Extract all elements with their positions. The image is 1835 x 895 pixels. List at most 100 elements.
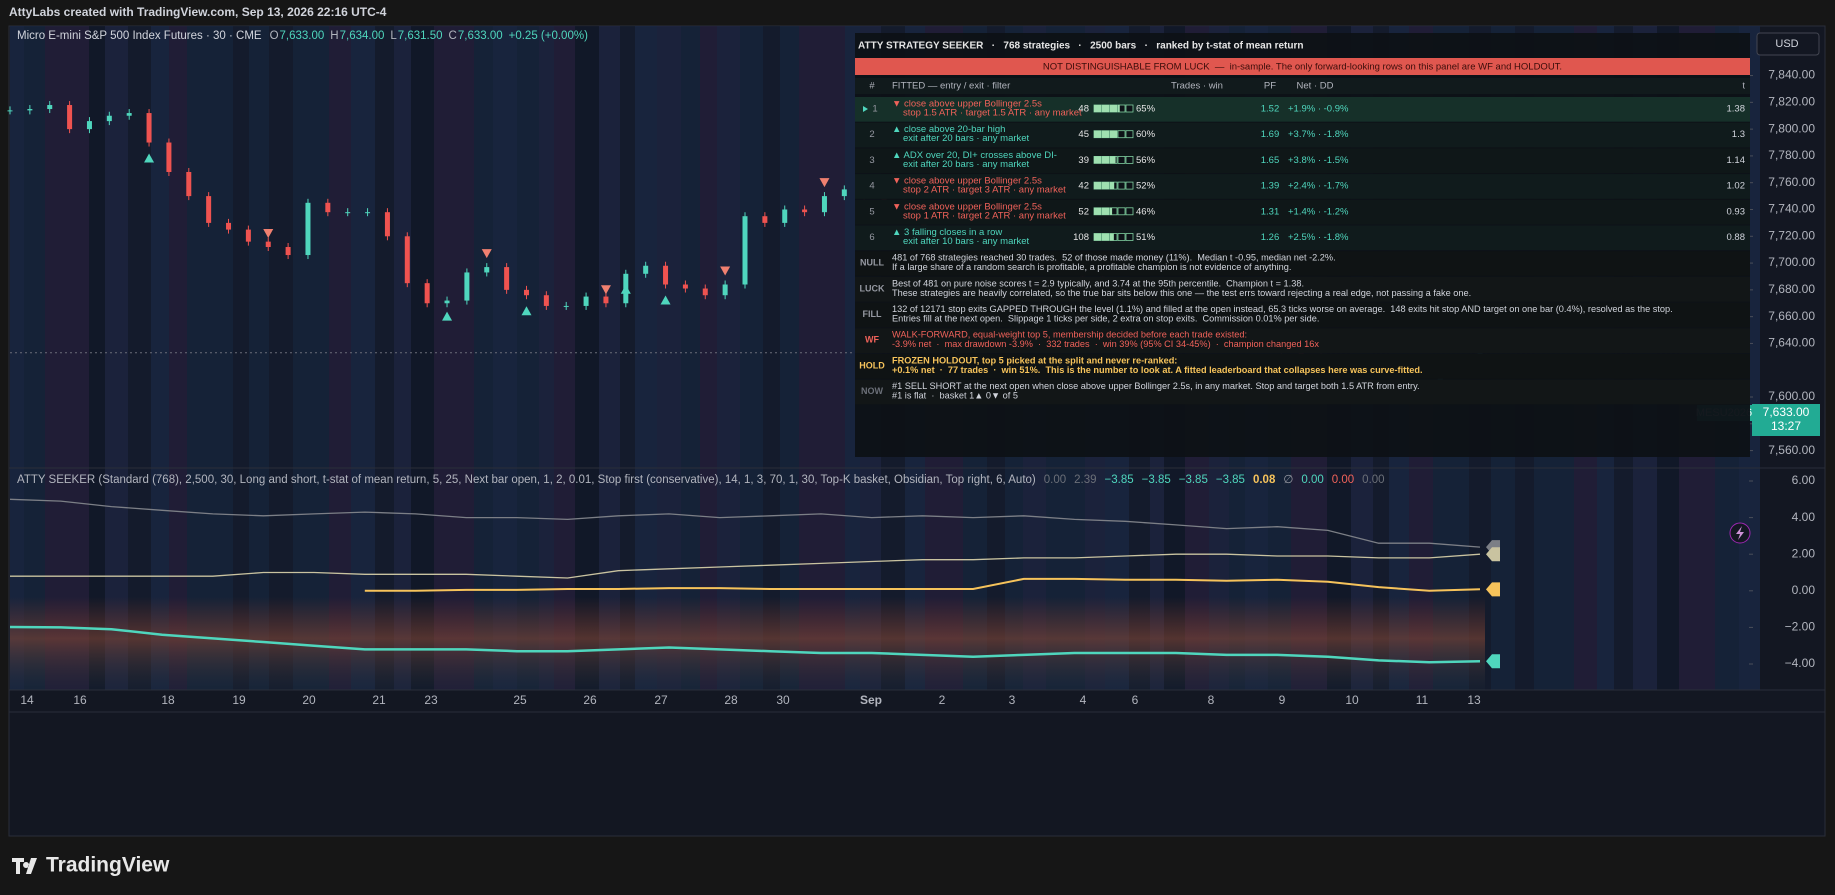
note-label: WF bbox=[865, 335, 879, 345]
win-fill bbox=[1110, 130, 1117, 138]
trades: 45 bbox=[1078, 129, 1089, 140]
band bbox=[233, 26, 249, 690]
legend-value: −3.85 bbox=[1105, 474, 1134, 486]
y-tick-label: 7,800.00 bbox=[1768, 121, 1815, 135]
candle bbox=[722, 284, 728, 296]
band bbox=[599, 26, 620, 690]
band bbox=[45, 26, 69, 690]
x-tick-label: Sep bbox=[860, 693, 882, 707]
legend-value: −3.85 bbox=[1142, 474, 1171, 486]
win-cell bbox=[1117, 155, 1126, 164]
alert-icon bbox=[1736, 526, 1744, 540]
win-fill bbox=[1102, 105, 1109, 112]
y-tick-label: 7,600.00 bbox=[1768, 389, 1815, 403]
change: +0.25 (+0.00%) bbox=[509, 30, 588, 42]
candle bbox=[603, 296, 609, 304]
t-stat: 1.02 bbox=[1727, 181, 1746, 192]
x-tick-label: 16 bbox=[73, 693, 87, 707]
candle bbox=[583, 296, 589, 306]
band bbox=[394, 26, 411, 690]
win-fill bbox=[1094, 130, 1101, 138]
exit: exit after 20 bars · any market bbox=[903, 133, 1030, 144]
win-fill bbox=[1094, 156, 1101, 164]
note-line: WALK-FORWARD, equal-weight top 5, member… bbox=[892, 330, 1247, 340]
candle bbox=[742, 216, 748, 285]
win-cell bbox=[1125, 104, 1134, 113]
band bbox=[799, 26, 823, 690]
entry: ▼ close above upper Bollinger 2.5s bbox=[892, 99, 1042, 110]
candle bbox=[265, 241, 271, 247]
row-bg bbox=[855, 97, 1750, 122]
band bbox=[740, 26, 763, 690]
candle bbox=[563, 305, 569, 307]
indicator-legend: ATTY SEEKER (Standard (768), 2,500, 30, … bbox=[17, 474, 1036, 486]
candle bbox=[305, 202, 311, 256]
x-tick-label: 13 bbox=[1467, 693, 1481, 707]
y-tick-label: 0.00 bbox=[1792, 583, 1816, 597]
x-tick-label: 28 bbox=[724, 693, 738, 707]
note-line: Best of 481 on pure noise scores t = 2.9… bbox=[892, 278, 1304, 288]
legend-value: 0.00 bbox=[1301, 474, 1323, 486]
win-fill bbox=[1102, 130, 1109, 138]
x-tick-label: 2 bbox=[939, 693, 946, 707]
legend-value: ∅ bbox=[1283, 474, 1293, 486]
trades: 52 bbox=[1078, 206, 1089, 217]
band bbox=[69, 26, 89, 690]
pf: 1.52 bbox=[1261, 104, 1280, 115]
note-bg bbox=[855, 276, 1750, 302]
ohlc-key: C bbox=[449, 30, 457, 42]
win-cell bbox=[1125, 181, 1134, 190]
rank: 1 bbox=[872, 104, 877, 115]
y-tick-label: 7,700.00 bbox=[1768, 255, 1815, 269]
band bbox=[823, 26, 845, 690]
indicator-line bbox=[10, 553, 1481, 579]
row-bg bbox=[855, 225, 1750, 251]
symbol: Micro E-mini S&P 500 Index Futures · 30 … bbox=[17, 30, 262, 42]
net-dd: +2.5% · -1.8% bbox=[1288, 232, 1349, 243]
panel-title: ATTY STRATEGY SEEKER · 768 strategies · … bbox=[858, 41, 1304, 52]
y-tick-label: 7,760.00 bbox=[1768, 175, 1815, 189]
note-line: These strategies are heavily correlated,… bbox=[892, 288, 1471, 298]
rank: 5 bbox=[869, 206, 874, 217]
candle bbox=[404, 236, 410, 284]
win: 52% bbox=[1136, 181, 1156, 192]
footer-brand: TradingView bbox=[46, 854, 170, 877]
y-tick-label: 4.00 bbox=[1792, 510, 1816, 524]
band bbox=[187, 26, 211, 690]
signal-short bbox=[819, 178, 830, 188]
trades: 39 bbox=[1078, 155, 1089, 166]
win-fill bbox=[1102, 207, 1109, 215]
y-tick-label: 7,680.00 bbox=[1768, 282, 1815, 296]
net-dd: +1.9% · -0.9% bbox=[1288, 104, 1349, 115]
win-fill bbox=[1094, 182, 1101, 190]
band bbox=[169, 26, 187, 690]
entry: ▼ close above upper Bollinger 2.5s bbox=[892, 201, 1042, 212]
candle bbox=[782, 209, 788, 223]
band bbox=[517, 26, 539, 690]
x-tick-label: 25 bbox=[513, 693, 527, 707]
win: 51% bbox=[1136, 232, 1156, 243]
x-tick-label: 8 bbox=[1208, 693, 1215, 707]
entry: ▲ close above 20-bar high bbox=[892, 124, 1005, 135]
candle bbox=[484, 267, 490, 273]
band bbox=[434, 26, 457, 690]
band bbox=[105, 26, 128, 690]
candle bbox=[444, 300, 450, 304]
note-label: NOW bbox=[861, 386, 884, 396]
signal-long bbox=[442, 311, 453, 321]
win-fill bbox=[1110, 233, 1114, 241]
signal-short bbox=[263, 229, 274, 238]
exit: stop 1.5 ATR · target 1.5 ATR · any mark… bbox=[903, 108, 1082, 119]
note-label: NULL bbox=[860, 258, 884, 268]
indicator-line bbox=[364, 577, 1481, 592]
pf: 1.26 bbox=[1261, 232, 1280, 243]
candle bbox=[186, 171, 192, 197]
indicator-line bbox=[9, 498, 1481, 548]
note-bg bbox=[855, 328, 1750, 353]
band bbox=[211, 26, 233, 690]
band bbox=[780, 26, 799, 690]
x-tick-label: 21 bbox=[372, 693, 386, 707]
line-end-tag bbox=[1486, 654, 1500, 669]
band bbox=[575, 26, 599, 690]
y-tick-label: 7,720.00 bbox=[1768, 228, 1815, 242]
